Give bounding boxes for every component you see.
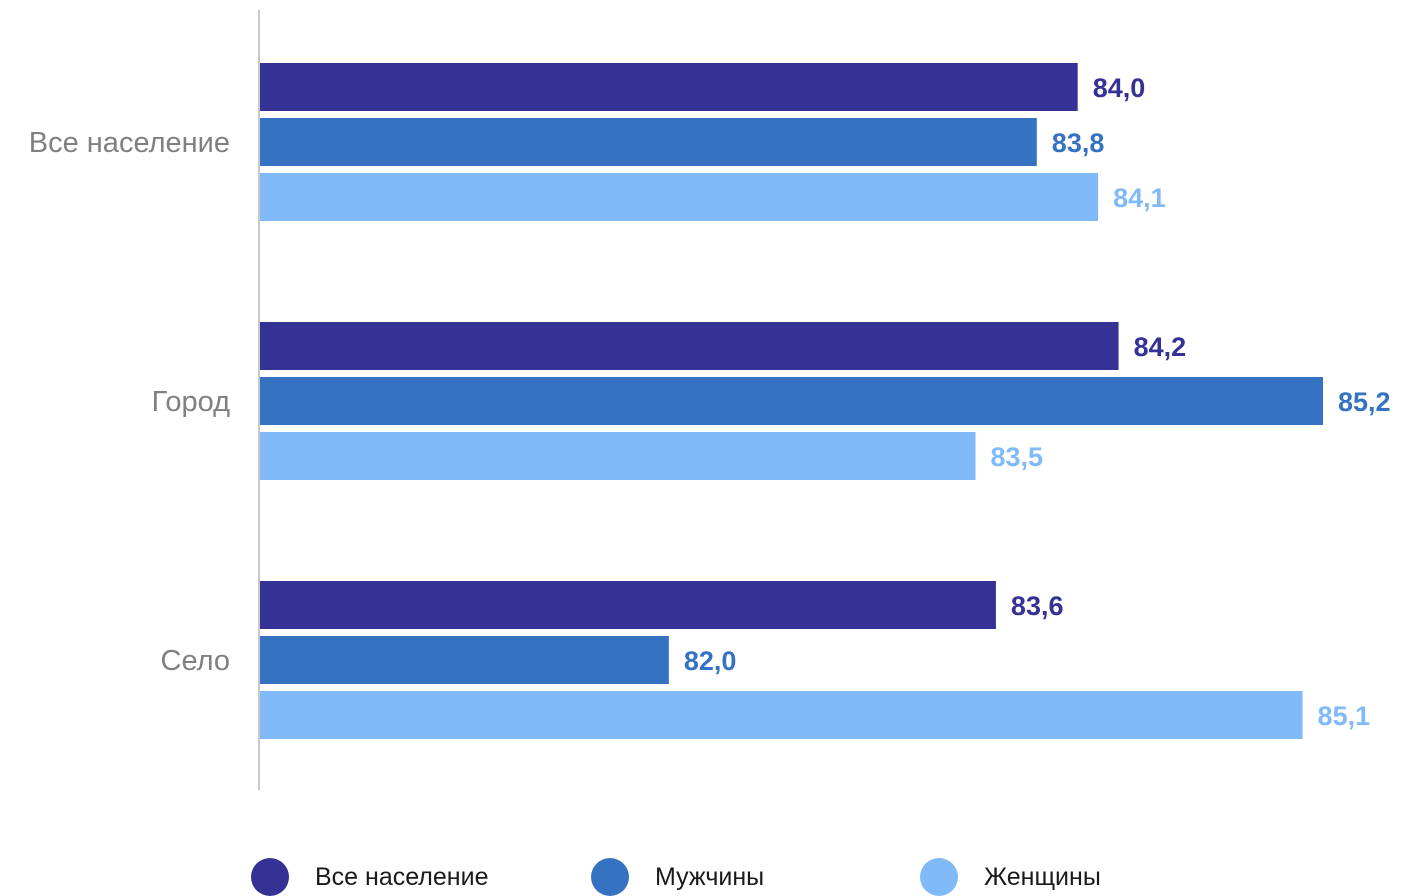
legend-label-men: Мужчины	[655, 862, 765, 891]
category-label-all: Все население	[29, 127, 230, 159]
legend-item-all: Все население	[251, 858, 488, 896]
legend-item-women: Женщины	[920, 858, 1101, 896]
value-label-all-men: 83,8	[1052, 128, 1105, 158]
category-label-city: Город	[152, 386, 231, 418]
value-label-all-women: 84,1	[1113, 183, 1166, 213]
legend-swatch-all	[251, 858, 289, 896]
legend: Все население Мужчины Женщины	[0, 858, 1409, 896]
labels-layer: Все население 84,0 83,8 84,1 Город 84,2 85,2 83…	[29, 73, 1391, 731]
value-label-all-all: 84,0	[1093, 73, 1146, 103]
bars-layer	[260, 63, 1323, 739]
category-label-village: Село	[161, 645, 230, 677]
bar-village-all	[260, 581, 996, 629]
value-label-village-women: 85,1	[1318, 701, 1371, 731]
legend-label-women: Женщины	[984, 862, 1101, 891]
value-label-village-all: 83,6	[1011, 591, 1064, 621]
bar-city-all	[260, 322, 1119, 370]
legend-swatch-men	[591, 858, 629, 896]
bar-chart: Все население 84,0 83,8 84,1 Город 84,2 85,2 83…	[29, 10, 1391, 790]
bar-village-men	[260, 636, 669, 684]
bar-village-women	[260, 691, 1303, 739]
value-label-city-men: 85,2	[1338, 387, 1391, 417]
legend-label-all: Все население	[315, 862, 489, 891]
bar-all-all	[260, 63, 1078, 111]
bar-all-men	[260, 118, 1037, 166]
value-label-city-women: 83,5	[990, 442, 1043, 472]
legend-item-men: Мужчины	[591, 858, 764, 896]
value-label-city-all: 84,2	[1134, 332, 1187, 362]
bar-all-women	[260, 173, 1099, 221]
bar-city-men	[260, 377, 1323, 425]
value-label-village-men: 82,0	[684, 646, 737, 676]
bar-city-women	[260, 432, 976, 480]
legend-swatch-women	[920, 858, 958, 896]
